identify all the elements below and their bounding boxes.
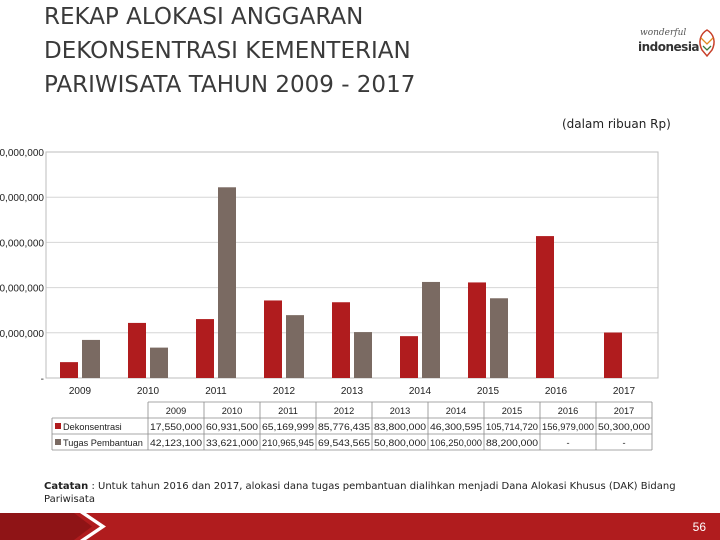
table-value-cell: 210,965,945 <box>262 438 314 448</box>
bar-dekonsentrasi-2012 <box>264 300 282 378</box>
table-value-cell: 60,931,500 <box>206 422 258 432</box>
title-line-3: PARIWISATA TAHUN 2009 - 2017 <box>44 72 416 98</box>
bar-tugas-pembantuan-2013 <box>354 332 372 378</box>
bar-tugas-pembantuan-2014 <box>422 281 440 378</box>
bar-dekonsentrasi-2013 <box>332 302 350 378</box>
table-header-cell: 2016 <box>558 406 578 416</box>
x-tick-label: 2017 <box>613 386 636 397</box>
table-value-cell: 156,979,000 <box>542 422 594 432</box>
bar-tugas-pembantuan-2012 <box>286 315 304 378</box>
footnote: Catatan : Untuk tahun 2016 dan 2017, alo… <box>44 480 684 506</box>
slide-title: REKAP ALOKASI ANGGARAN DEKONSENTRASI KEM… <box>44 0 524 102</box>
logo-word-top: wonderful <box>640 28 687 38</box>
chart-grid <box>45 151 659 379</box>
chevron-right-icon <box>0 513 106 540</box>
table-value-cell: 106,250,000 <box>430 438 482 448</box>
bar-tugas-pembantuan-2010 <box>150 347 168 378</box>
x-tick-label: 2016 <box>545 386 568 397</box>
table-value-cell: 50,800,000 <box>374 438 426 448</box>
bar-tugas-pembantuan-2015 <box>490 298 508 378</box>
table-value-cell: 69,543,565 <box>318 438 370 448</box>
data-table: 2009 2010 2011 2012 2013 2014 2015 2016 2017 Deko… <box>51 401 653 451</box>
y-axis-tick-labels: 50,000,000 00,000,000 50,000,000 00,000,000… <box>0 148 44 385</box>
x-tick-label: 2009 <box>69 386 92 397</box>
bar-dekonsentrasi-2017 <box>604 332 622 378</box>
x-tick-label: 2013 <box>341 386 364 397</box>
bar-tugas-pembantuan-2011 <box>218 187 236 378</box>
logo-word-main: indonesia <box>638 40 700 54</box>
table-value-cell: 33,621,000 <box>206 438 258 448</box>
table-header-cell: 2009 <box>166 406 186 416</box>
table-value-cell: 42,123,100 <box>150 438 202 448</box>
page-number: 56 <box>692 520 706 534</box>
table-header-cell: 2015 <box>502 406 522 416</box>
table-value-cell: - <box>622 438 625 448</box>
title-line-1: REKAP ALOKASI ANGGARAN <box>44 4 364 30</box>
table-value-cell: 50,300,000 <box>598 422 650 432</box>
plot-frame <box>45 151 659 379</box>
bar-dekonsentrasi-2015 <box>468 282 486 378</box>
bar-tugas-pembantuan-2009 <box>82 339 100 378</box>
y-tick-label: 50,000,000 <box>0 148 44 159</box>
table-header-cell: 2011 <box>278 406 298 416</box>
x-tick-label: 2010 <box>137 386 160 397</box>
x-tick-label: 2015 <box>477 386 500 397</box>
x-tick-label: 2011 <box>205 386 227 397</box>
bar-dekonsentrasi-2016 <box>536 236 554 378</box>
bar-dekonsentrasi-2011 <box>196 319 214 378</box>
y-tick-label: 50,000,000 <box>0 329 44 340</box>
table-value-cell: 88,200,000 <box>486 438 538 448</box>
table-value-cell: 83,800,000 <box>374 422 426 432</box>
x-tick-label: 2012 <box>273 386 296 397</box>
table-value-cell: - <box>566 438 569 448</box>
y-tick-label: 00,000,000 <box>0 193 44 204</box>
legend-swatch <box>55 423 61 429</box>
legend-entry: Tugas Pembantuan <box>63 438 143 448</box>
title-line-2: DEKONSENTRASI KEMENTERIAN <box>44 38 411 64</box>
footer-bar: 56 <box>0 513 720 540</box>
garuda-icon <box>699 29 715 58</box>
table-value-cell: 17,550,000 <box>150 422 202 432</box>
y-tick-label: 50,000,000 <box>0 238 44 249</box>
table-header-cell: 2010 <box>222 406 242 416</box>
x-tick-label: 2014 <box>409 386 432 397</box>
table-value-cell: 85,776,435 <box>318 422 370 432</box>
footnote-label: Catatan <box>44 481 89 492</box>
y-tick-label: - <box>41 374 44 385</box>
wonderful-indonesia-logo: wonderful indonesia <box>636 28 720 62</box>
bar-dekonsentrasi-2009 <box>60 362 78 378</box>
y-tick-label: 00,000,000 <box>0 284 44 295</box>
bar-dekonsentrasi-2010 <box>128 322 146 378</box>
x-axis-tick-labels: 2009 2010 2011 2012 2013 2014 2015 2016 2017 <box>69 386 636 397</box>
legend-swatch <box>55 439 61 445</box>
bar-dekonsentrasi-2014 <box>400 336 418 378</box>
unit-note: (dalam ribuan Rp) <box>562 117 671 131</box>
table-header-cell: 2017 <box>614 406 634 416</box>
table-header-cell: 2014 <box>446 406 466 416</box>
table-header-cell: 2012 <box>334 406 354 416</box>
table-header-cell: 2013 <box>390 406 410 416</box>
table-value-cell: 46,300,595 <box>430 422 482 432</box>
table-value-cell: 105,714,720 <box>486 422 538 432</box>
chart-bars <box>60 187 622 378</box>
table-value-cell: 65,169,999 <box>262 422 314 432</box>
legend-entry: Dekonsentrasi <box>63 422 122 432</box>
bar-chart: 50,000,000 00,000,000 50,000,000 00,000,000… <box>0 148 659 451</box>
footnote-text: : Untuk tahun 2016 dan 2017, alokasi dan… <box>44 481 676 505</box>
